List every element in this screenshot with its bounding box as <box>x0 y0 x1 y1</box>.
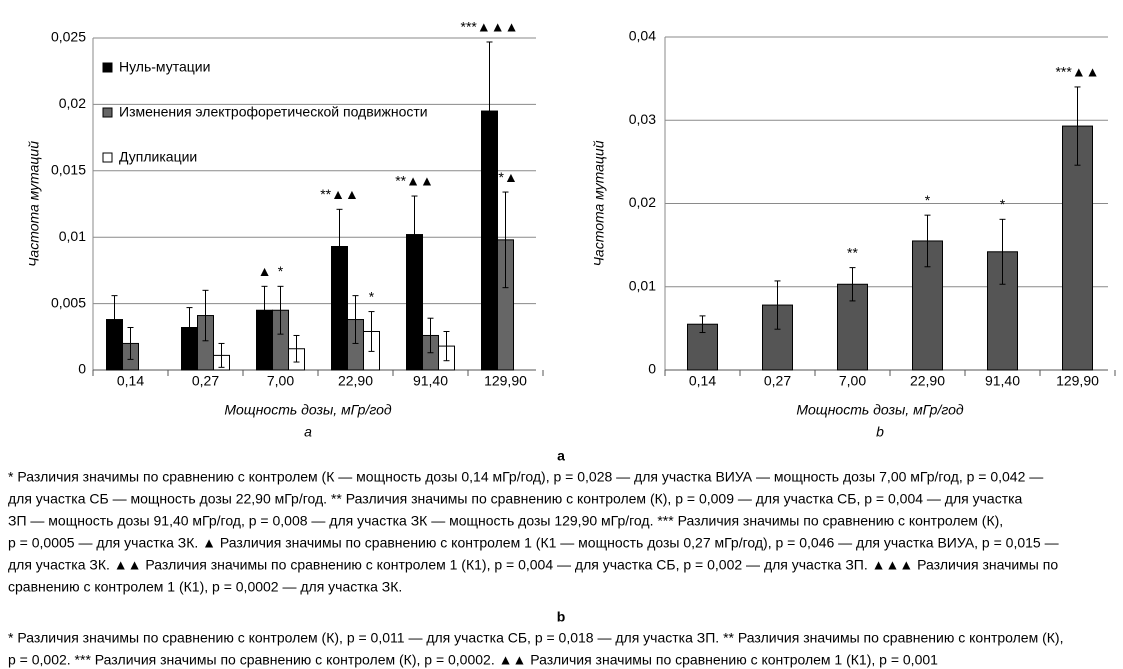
legend-swatch <box>102 152 113 163</box>
note-label: b <box>557 609 566 625</box>
legend-swatch <box>102 107 113 118</box>
error-bar <box>849 267 856 302</box>
legend-label: Изменения электрофоретической подвижност… <box>119 104 428 120</box>
note-label: а <box>557 448 565 464</box>
error-bar <box>218 342 225 368</box>
error-bar <box>427 317 434 354</box>
note-line: * Различия значимы по сравнению с контро… <box>8 630 1063 646</box>
y-tick-label: 0,03 <box>629 111 656 127</box>
error-bar <box>699 315 706 334</box>
error-bar <box>111 295 118 344</box>
x-tick-label: 7,00 <box>267 373 294 389</box>
x-tick-label: 129,90 <box>484 373 527 389</box>
y-tick-label: 0,005 <box>51 294 86 310</box>
note-line: p = 0,0005 — для участка ЗК. ▲ Различия … <box>8 535 1059 551</box>
significance-marker: ***▲▲▲ <box>461 19 519 35</box>
error-bar <box>486 41 493 181</box>
x-tick-label: 0,14 <box>689 373 716 389</box>
y-tick-label: 0,015 <box>51 162 86 178</box>
note-line: сравнению с контролем 1 (К1), p = 0,0002… <box>8 579 402 595</box>
x-tick-label: 91,40 <box>413 373 448 389</box>
y-tick-label: 0,025 <box>51 29 86 45</box>
note-line: для участка ЗК. ▲▲ Различия значимы по с… <box>8 557 1058 573</box>
y-tick-label: 0,01 <box>59 228 86 244</box>
error-bar <box>202 289 209 342</box>
y-axis-label: Частота мутаций <box>591 140 607 266</box>
x-axis-label: Мощность дозы, мГр/год <box>796 402 964 418</box>
significance-marker: **▲▲ <box>395 173 434 189</box>
x-tick-label: 0,27 <box>192 373 219 389</box>
note-line: * Различия значимы по сравнению с контро… <box>8 469 1043 485</box>
note-line: p = 0,002. *** Различия значимы по сравн… <box>8 652 938 668</box>
significance-marker: ** <box>847 244 858 260</box>
note-line: ЗП — мощность дозы 91,40 мГр/год, p = 0,… <box>8 513 1003 529</box>
x-tick-label: 22,90 <box>910 373 945 389</box>
bar <box>1062 125 1093 371</box>
x-tick-label: 0,14 <box>117 373 144 389</box>
x-tick-label: 129,90 <box>1056 373 1099 389</box>
x-axis-label: Мощность дозы, мГр/год <box>224 402 392 418</box>
error-bar <box>411 195 418 274</box>
bar <box>687 323 718 371</box>
error-bar <box>924 214 931 268</box>
error-bar <box>127 327 134 360</box>
significance-marker: * <box>369 288 375 304</box>
significance-marker: ▲ <box>258 263 272 279</box>
x-tick-label: 91,40 <box>985 373 1020 389</box>
significance-marker: **▲ <box>493 169 518 185</box>
chart-subtitle: b <box>876 424 884 440</box>
y-tick-label: 0 <box>648 361 656 377</box>
significance-marker: * <box>1000 196 1006 212</box>
y-tick-label: 0,01 <box>629 277 656 293</box>
y-tick-label: 0,02 <box>59 95 86 111</box>
significance-marker: * <box>278 263 284 279</box>
legend-label: Нуль-мутации <box>119 59 210 75</box>
y-tick-label: 0,04 <box>629 28 656 44</box>
error-bar <box>368 311 375 352</box>
significance-marker: * <box>925 192 931 208</box>
error-bar <box>336 208 343 285</box>
error-bar <box>277 285 284 335</box>
x-tick-label: 22,90 <box>338 373 373 389</box>
note-line: для участка СБ — мощность дозы 22,90 мГр… <box>8 491 1023 507</box>
y-tick-label: 0,02 <box>629 194 656 210</box>
error-bar <box>443 330 450 362</box>
x-tick-label: 7,00 <box>839 373 866 389</box>
y-tick-label: 0 <box>78 361 86 377</box>
error-bar <box>1074 86 1081 166</box>
chart-subtitle: а <box>304 424 312 440</box>
error-bar <box>261 285 268 335</box>
error-bar <box>186 307 193 348</box>
significance-marker: ***▲▲ <box>1055 64 1099 80</box>
significance-marker: **▲▲ <box>320 186 359 202</box>
error-bar <box>774 280 781 330</box>
error-bar <box>352 295 359 344</box>
x-tick-label: 0,27 <box>764 373 791 389</box>
legend-swatch <box>102 62 113 73</box>
error-bar <box>999 218 1006 285</box>
error-bar <box>293 334 300 363</box>
y-axis-label: Частота мутаций <box>26 141 42 267</box>
legend-label: Дупликации <box>119 149 197 165</box>
error-bar <box>502 191 509 289</box>
